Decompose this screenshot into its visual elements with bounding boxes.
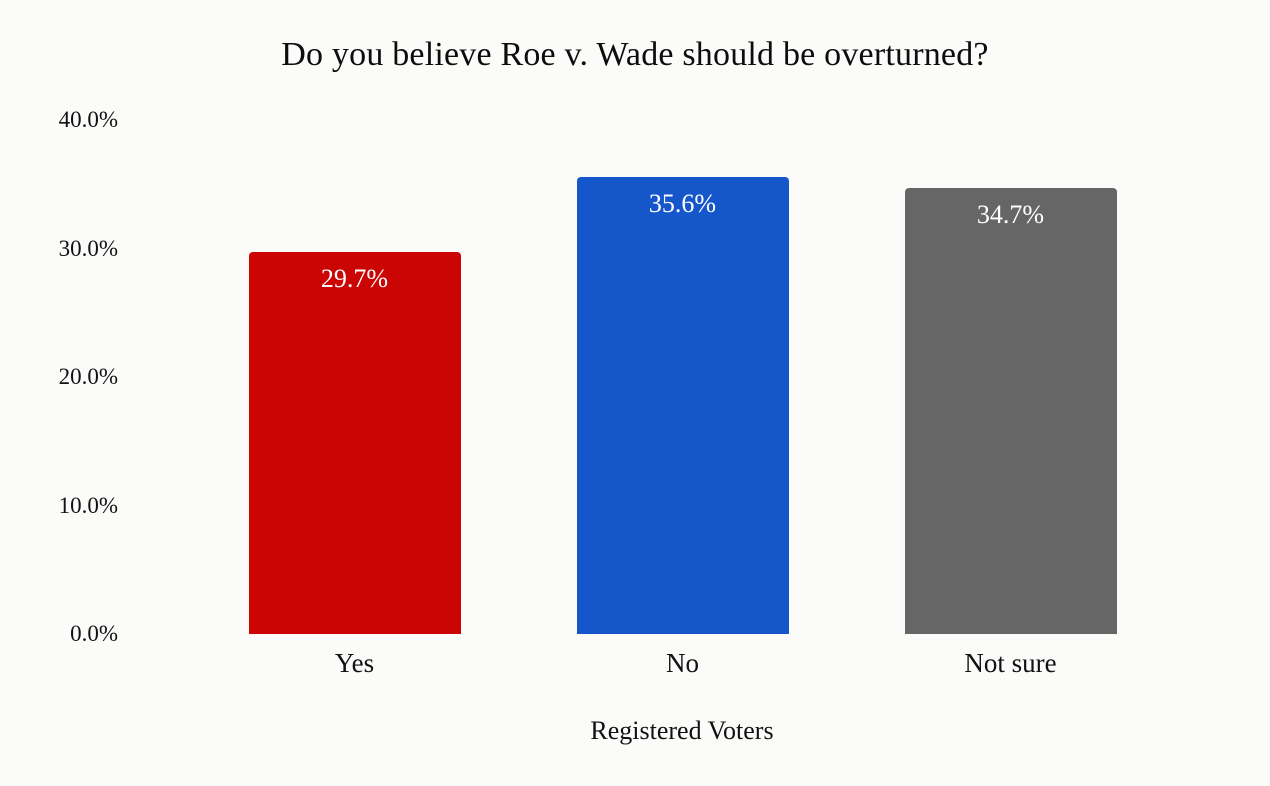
x-axis-title: Registered Voters (590, 716, 774, 745)
bar: 34.7% (904, 188, 1117, 634)
category-label: No (666, 648, 699, 678)
bar-group: 35.6% (576, 176, 789, 634)
bar-group: 34.7% (904, 188, 1117, 634)
category-label: Yes (334, 648, 375, 678)
bar: 29.7% (248, 252, 461, 634)
y-tick-label: 40.0% (58, 107, 118, 132)
category-label: Not sure (964, 648, 1057, 678)
bar-group: 29.7% (248, 252, 461, 634)
bar-value-label: 29.7% (320, 264, 389, 294)
y-tick-label: 10.0% (58, 492, 118, 518)
bar-value-label: 35.6% (648, 188, 717, 218)
chart-title: Do you believe Roe v. Wade should be ove… (281, 36, 989, 73)
bar-value-label: 34.7% (976, 200, 1045, 230)
bar: 35.6% (576, 176, 789, 634)
y-tick-label: 20.0% (58, 364, 118, 389)
y-tick-label: 30.0% (58, 235, 118, 261)
y-tick-label: 0.0% (70, 621, 118, 646)
